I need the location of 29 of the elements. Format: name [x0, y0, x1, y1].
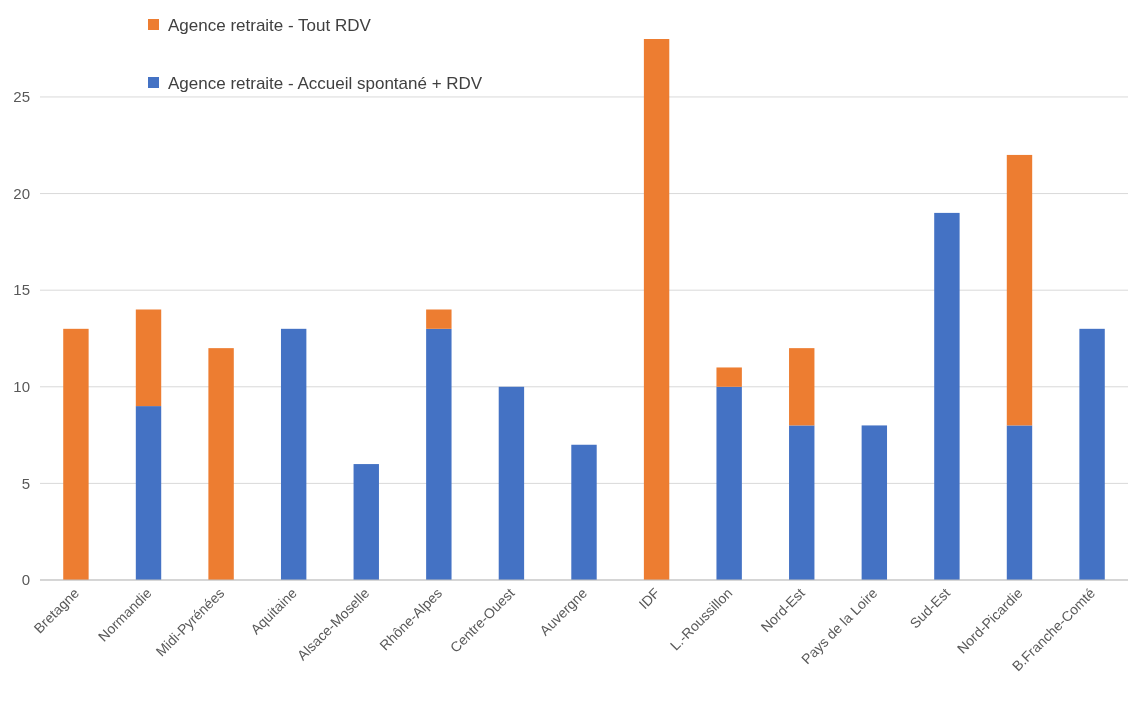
- x-tick-label: IDF: [635, 584, 663, 613]
- bar: [1006, 154, 1033, 426]
- bar: [208, 348, 234, 580]
- bar: [1006, 425, 1033, 580]
- bar: [934, 212, 960, 580]
- bar: [643, 39, 670, 580]
- bar: [716, 386, 742, 580]
- y-tick-label: 10: [13, 378, 30, 396]
- bar: [861, 425, 888, 580]
- y-tick-label: 0: [21, 571, 30, 589]
- bar: [280, 328, 307, 580]
- legend-label: Agence retraite - Tout RDV: [168, 15, 372, 35]
- bar: [716, 367, 742, 387]
- bar: [63, 328, 89, 580]
- y-tick-label: 15: [13, 281, 30, 299]
- y-tick-label: 20: [13, 184, 30, 202]
- legend-label: Agence retraite - Accueil spontané + RDV: [168, 73, 483, 93]
- bar: [789, 348, 815, 426]
- bar: [135, 309, 162, 407]
- bar: [498, 386, 525, 580]
- bar: [571, 444, 597, 580]
- y-tick-label: 25: [13, 88, 30, 106]
- bar: [789, 425, 815, 580]
- bar: [1079, 328, 1105, 580]
- bar: [353, 464, 379, 580]
- y-tick-label: 5: [21, 474, 30, 492]
- bar: [135, 406, 162, 580]
- bar: [426, 309, 452, 329]
- bar: [426, 328, 452, 580]
